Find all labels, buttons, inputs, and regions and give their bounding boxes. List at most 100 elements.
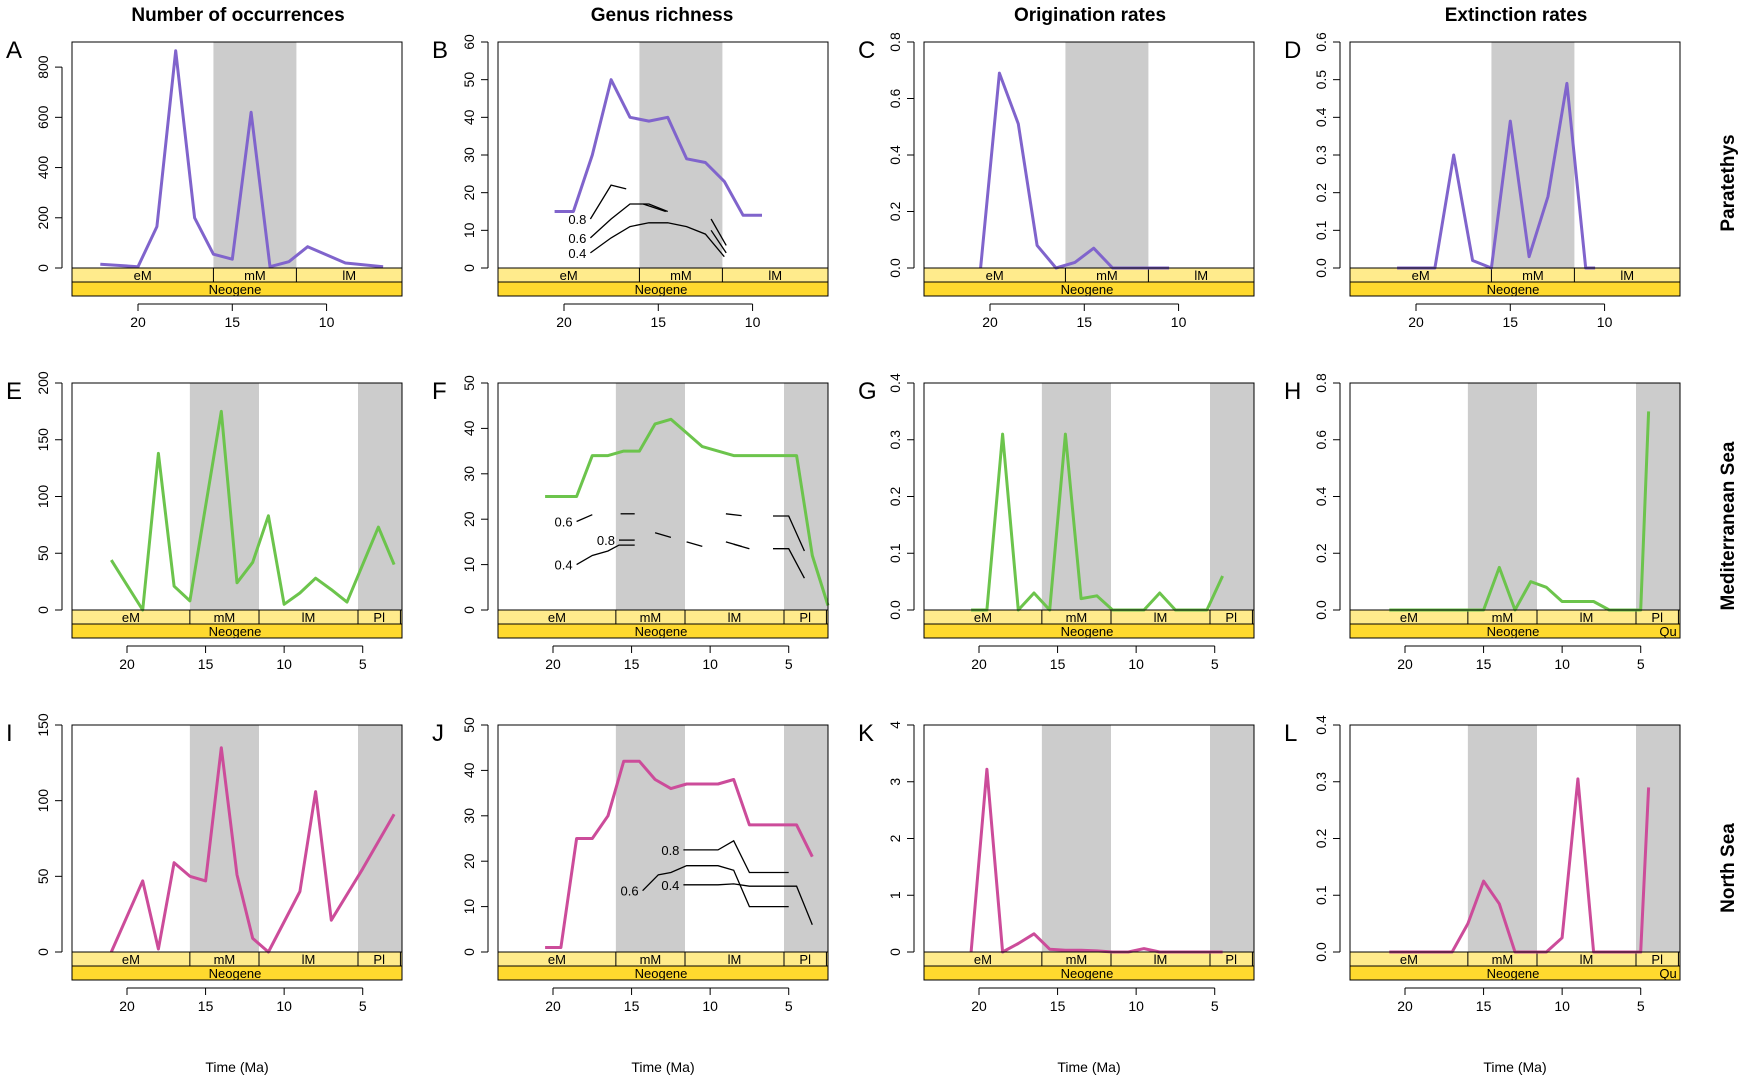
quantile-label-0.4: 0.4 bbox=[568, 246, 586, 261]
shade-band-0 bbox=[1491, 42, 1575, 268]
y-tick-label: 0.1 bbox=[1313, 885, 1329, 905]
y-tick-label: 0.6 bbox=[1313, 430, 1329, 450]
quantile-0.6-segment bbox=[710, 229, 727, 254]
y-tick-label: 10 bbox=[461, 222, 477, 238]
x-tick-label: 10 bbox=[1554, 656, 1570, 672]
period-band bbox=[497, 281, 829, 297]
plot-frame bbox=[923, 41, 1255, 269]
column-title-origination: Origination rates bbox=[1014, 5, 1166, 26]
y-tick-label: 200 bbox=[35, 206, 51, 230]
y-tick-label: 20 bbox=[461, 185, 477, 201]
panel-A: eM mM lM Neogene 0 200 400 600 800 20 15 10 A bbox=[6, 37, 403, 330]
panel-letter-C: C bbox=[858, 37, 875, 64]
quantile-0.6-segment bbox=[642, 865, 789, 908]
shade-band-1 bbox=[1210, 725, 1254, 952]
x-axis: 20 15 10 bbox=[556, 303, 761, 330]
panel-K: eM mM lM Pl Neogene 0 1 2 3 4 20 15 10 5 Time (Ma) K bbox=[858, 720, 1255, 1075]
period-label: Neogene bbox=[635, 282, 688, 297]
period-band bbox=[1349, 623, 1681, 639]
x-tick-label: 10 bbox=[1128, 656, 1144, 672]
epoch-label-lM: lM bbox=[1580, 610, 1594, 625]
y-axis: 0 50 100 150 bbox=[35, 713, 63, 956]
quantile-0.6-segment bbox=[576, 514, 593, 523]
y-tick-label: 0 bbox=[35, 948, 51, 956]
epoch-label-eM: eM bbox=[974, 952, 992, 967]
x-tick-label: 15 bbox=[1476, 998, 1492, 1014]
epoch-label-mM: mM bbox=[244, 268, 266, 283]
x-axis: 20 15 10 5 bbox=[119, 987, 367, 1014]
quantile-label-0.8: 0.8 bbox=[597, 533, 615, 548]
y-tick-label: 0.1 bbox=[1313, 220, 1329, 240]
plot-frame bbox=[71, 382, 403, 611]
x-tick-label: 20 bbox=[982, 314, 998, 330]
period-band bbox=[1349, 965, 1681, 981]
x-tick-label: 15 bbox=[1050, 656, 1066, 672]
y-tick-label: 800 bbox=[35, 55, 51, 79]
epoch-label-lM: lM bbox=[302, 952, 316, 967]
quantile-0.8-segment bbox=[589, 184, 627, 220]
period-band bbox=[71, 281, 403, 297]
y-tick-label: 20 bbox=[461, 853, 477, 869]
y-tick-label: 0.2 bbox=[1313, 829, 1329, 849]
y-tick-label: 0.4 bbox=[1313, 107, 1329, 127]
x-tick-label: 20 bbox=[119, 998, 135, 1014]
plot-frame bbox=[923, 724, 1255, 953]
y-axis: 0 10 20 30 40 50 bbox=[461, 375, 489, 614]
x-axis: 20 15 10 5 bbox=[545, 645, 793, 672]
y-axis: 0.0 0.2 0.4 0.6 0.8 bbox=[887, 32, 915, 278]
shade-band-0 bbox=[1065, 42, 1149, 268]
y-tick-label: 0 bbox=[35, 606, 51, 614]
plot-frame bbox=[1349, 382, 1681, 611]
plot-frame bbox=[71, 724, 403, 953]
y-tick-label: 0 bbox=[35, 264, 51, 272]
period-band bbox=[1349, 281, 1681, 297]
y-axis: 0 200 400 600 800 bbox=[35, 55, 63, 272]
x-tick-label: 20 bbox=[545, 998, 561, 1014]
y-axis: 0 10 20 30 40 50 60 bbox=[461, 34, 489, 272]
x-tick-label: 15 bbox=[1502, 314, 1518, 330]
shade-band-0 bbox=[1041, 725, 1111, 952]
x-tick-label: 15 bbox=[224, 314, 240, 330]
x-tick-label: 15 bbox=[1076, 314, 1092, 330]
shade-band-1 bbox=[784, 383, 828, 610]
panel-G: eM mM lM Pl Neogene 0.0 0.1 0.2 0.3 0.4 20 15 10 5 G bbox=[858, 373, 1255, 672]
epoch-label-mM: mM bbox=[1492, 610, 1514, 625]
y-tick-label: 600 bbox=[35, 105, 51, 129]
y-axis: 0 50 100 150 200 bbox=[35, 371, 63, 614]
epoch-label-mM: mM bbox=[214, 952, 236, 967]
x-axis: 20 15 10 5 bbox=[1397, 987, 1645, 1014]
y-tick-label: 20 bbox=[461, 511, 477, 527]
x-axis: 20 15 10 bbox=[130, 303, 335, 330]
x-tick-label: 5 bbox=[1637, 656, 1645, 672]
titles-layer: Number of occurrences Genus richness Ori… bbox=[131, 5, 1739, 913]
y-tick-label: 60 bbox=[461, 34, 477, 50]
quantile-label-0.4: 0.4 bbox=[661, 878, 679, 893]
plot-frame bbox=[923, 382, 1255, 611]
epoch-label-eM: eM bbox=[560, 268, 578, 283]
y-tick-label: 30 bbox=[461, 808, 477, 824]
epoch-label-lM: lM bbox=[342, 268, 356, 283]
y-tick-label: 0.6 bbox=[887, 89, 903, 109]
x-axis: 20 15 10 5 bbox=[1397, 645, 1645, 672]
period-label: Neogene bbox=[209, 282, 262, 297]
panel-C: eM mM lM Neogene 0.0 0.2 0.4 0.6 0.8 20 15 10 C bbox=[858, 32, 1255, 330]
panel-letter-G: G bbox=[858, 378, 877, 405]
y-tick-label: 100 bbox=[35, 485, 51, 509]
x-axis: 20 15 10 5 bbox=[119, 645, 367, 672]
x-tick-label: 10 bbox=[1128, 998, 1144, 1014]
panel-letter-B: B bbox=[432, 37, 448, 64]
epoch-label-Pl: Pl bbox=[1651, 610, 1663, 625]
y-tick-label: 400 bbox=[35, 156, 51, 180]
shade-band-0 bbox=[615, 725, 685, 952]
panel-letter-D: D bbox=[1284, 37, 1301, 64]
y-tick-label: 0.2 bbox=[887, 487, 903, 507]
series-line-0 bbox=[545, 759, 814, 949]
panel-letter-K: K bbox=[858, 720, 874, 747]
panel-letter-A: A bbox=[6, 37, 22, 64]
y-tick-label: 50 bbox=[461, 72, 477, 88]
x-tick-label: 10 bbox=[1597, 314, 1613, 330]
shade-band-1 bbox=[358, 383, 402, 610]
quaternary-label: Qu bbox=[1659, 966, 1676, 981]
